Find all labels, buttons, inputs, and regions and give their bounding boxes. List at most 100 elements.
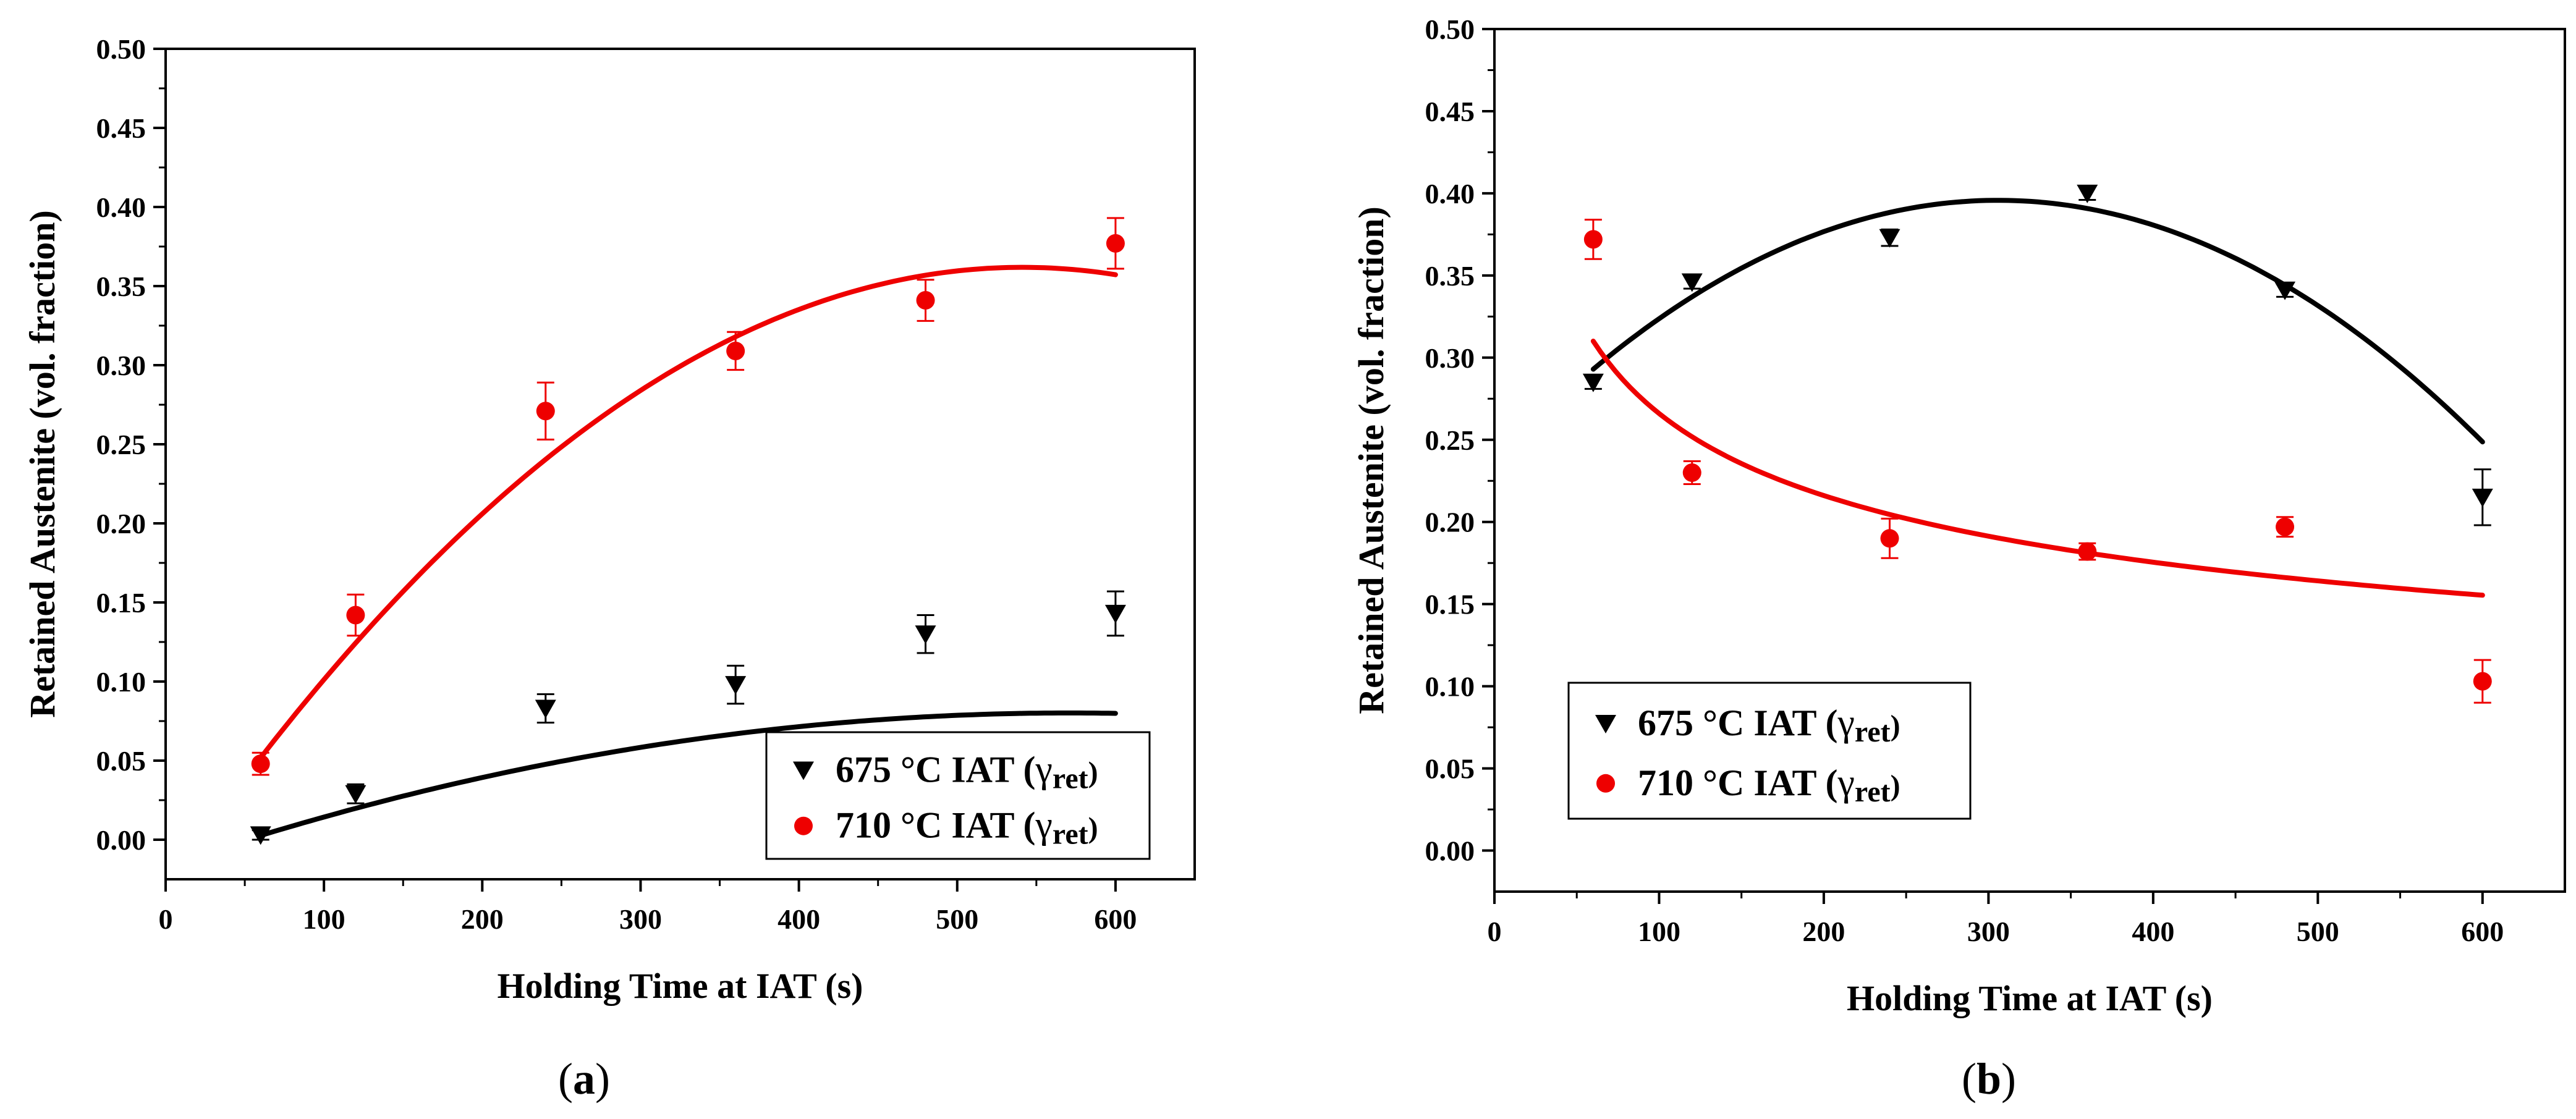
y-tick-label: 0.35 bbox=[96, 271, 146, 302]
data-point-circle bbox=[1106, 234, 1125, 253]
data-point-circle bbox=[2473, 672, 2492, 691]
y-axis-label: Retained Austenite (vol. fraction) bbox=[22, 210, 62, 718]
y-tick-label: 0.00 bbox=[1425, 835, 1475, 867]
fit-curve-series-1 bbox=[258, 710, 1118, 838]
data-point-circle bbox=[2078, 542, 2097, 561]
data-point-triangle bbox=[2472, 488, 2493, 507]
x-tick-label: 100 bbox=[1638, 916, 1680, 947]
legend: 675 °C IAT (γret) 710 °C IAT (γret) bbox=[1567, 682, 1972, 820]
legend-label-text: 710 °C IAT ( bbox=[1638, 762, 1837, 803]
x-tick-label: 500 bbox=[2297, 916, 2339, 947]
panel-caption-close: ) bbox=[2001, 1054, 2016, 1104]
data-point-triangle bbox=[250, 826, 271, 845]
y-tick-label: 0.30 bbox=[96, 350, 146, 381]
legend: 675 °C IAT (γret)710 °C IAT (γret) bbox=[765, 731, 1151, 860]
data-point-triangle bbox=[1104, 604, 1126, 623]
y-tick-label: 0.05 bbox=[96, 745, 146, 777]
y-tick-label: 0.50 bbox=[1425, 14, 1475, 45]
x-axis-label: Holding Time at IAT (s) bbox=[1847, 978, 2213, 1018]
data-point-circle bbox=[1583, 230, 1603, 249]
data-point-circle bbox=[726, 341, 745, 360]
data-point-triangle bbox=[1582, 373, 1604, 392]
y-tick-label: 0.25 bbox=[1425, 424, 1475, 456]
legend-marker-triangle bbox=[793, 761, 814, 780]
data-point-circle bbox=[1682, 463, 1701, 482]
x-tick-label: 0 bbox=[1488, 916, 1502, 947]
x-tick-label: 300 bbox=[1967, 916, 2010, 947]
legend-box bbox=[1567, 682, 1972, 820]
data-point-circle bbox=[1880, 529, 1899, 548]
legend-close-paren: ) bbox=[1891, 709, 1900, 742]
legend-gamma-symbol: γ bbox=[1035, 804, 1052, 847]
legend-subscript: ret bbox=[1053, 818, 1088, 851]
data-point-triangle bbox=[535, 699, 556, 719]
legend-gamma-symbol: γ bbox=[1837, 762, 1854, 804]
data-point-triangle bbox=[915, 625, 936, 644]
data-point-triangle bbox=[2274, 281, 2296, 300]
y-tick-label: 0.45 bbox=[96, 112, 146, 144]
legend-gamma-symbol: γ bbox=[1837, 702, 1854, 744]
y-tick-label: 0.05 bbox=[1425, 753, 1475, 785]
legend-label: 710 °C IAT (γret) bbox=[836, 804, 1098, 851]
legend-close-paren: ) bbox=[1088, 756, 1098, 789]
legend-subscript: ret bbox=[1855, 716, 1891, 748]
legend-close-paren: ) bbox=[1891, 769, 1900, 802]
y-tick-label: 0.00 bbox=[96, 824, 146, 856]
panel-caption-open: ( bbox=[558, 1054, 573, 1104]
x-tick-label: 600 bbox=[2461, 916, 2504, 947]
x-axis-label: Holding Time at IAT (s) bbox=[498, 966, 863, 1006]
data-point-circle bbox=[251, 754, 270, 774]
plot-frame bbox=[1493, 28, 2566, 893]
plot-frame bbox=[164, 48, 1196, 880]
y-tick-label: 0.20 bbox=[1425, 507, 1475, 538]
y-tick-label: 0.40 bbox=[1425, 178, 1475, 209]
x-tick-label: 400 bbox=[2132, 916, 2174, 947]
y-tick-label: 0.30 bbox=[1425, 342, 1475, 374]
chart-panel-b: 0 100 200 300 400 500 600 0.00 0.05 0.10 0.15 0.20 0… bbox=[1351, 14, 2566, 1104]
legend-gamma-symbol: γ bbox=[1035, 749, 1052, 791]
panel-caption-close: ) bbox=[595, 1054, 610, 1104]
legend-subscript: ret bbox=[1855, 775, 1891, 808]
legend-box bbox=[765, 731, 1151, 860]
x-tick-label: 300 bbox=[619, 903, 662, 935]
y-axis-label: Retained Austenite (vol. fraction) bbox=[1351, 206, 1391, 714]
x-tick-label: 200 bbox=[461, 903, 504, 935]
legend-label: 675 °C IAT (γret) bbox=[1638, 702, 1900, 748]
panel-caption-open: ( bbox=[1962, 1054, 1976, 1104]
y-tick-label: 0.40 bbox=[96, 192, 146, 223]
y-tick-label: 0.50 bbox=[96, 33, 146, 65]
data-point-circle bbox=[916, 291, 935, 310]
data-point-circle bbox=[536, 402, 555, 421]
data-point-triangle bbox=[725, 676, 747, 695]
y-tick-label: 0.25 bbox=[96, 429, 146, 460]
legend-close-paren: ) bbox=[1088, 812, 1098, 845]
data-point-triangle bbox=[345, 785, 366, 804]
y-tick-label: 0.45 bbox=[1425, 96, 1475, 127]
x-tick-label: 100 bbox=[303, 903, 345, 935]
data-point-circle bbox=[346, 606, 365, 625]
fit-curve-series-1 bbox=[1590, 198, 2485, 445]
legend-marker-circle bbox=[794, 816, 813, 835]
y-tick-label: 0.15 bbox=[96, 587, 146, 619]
panel-caption-letter: b bbox=[1976, 1054, 2001, 1104]
fit-curve-series-2 bbox=[1590, 339, 2485, 598]
legend-label-text: 710 °C IAT ( bbox=[836, 805, 1035, 846]
legend-marker-triangle bbox=[1595, 715, 1616, 733]
x-tick-label: 500 bbox=[936, 903, 978, 935]
legend-subscript: ret bbox=[1053, 762, 1088, 795]
x-tick-label: 600 bbox=[1094, 903, 1137, 935]
legend-label-text: 675 °C IAT ( bbox=[836, 750, 1035, 790]
panel-caption-letter: a bbox=[573, 1054, 595, 1104]
y-tick-label: 0.10 bbox=[1425, 671, 1475, 703]
y-tick-label: 0.10 bbox=[96, 666, 146, 698]
y-tick-label: 0.35 bbox=[1425, 260, 1475, 292]
panel-caption: (b) bbox=[1962, 1054, 2016, 1104]
panel-caption: (a) bbox=[558, 1054, 610, 1104]
fit-curve-series-2 bbox=[258, 264, 1118, 761]
x-tick-label: 400 bbox=[777, 903, 820, 935]
x-tick-label: 0 bbox=[159, 903, 173, 935]
data-point-triangle bbox=[2077, 184, 2098, 203]
y-tick-label: 0.15 bbox=[1425, 589, 1475, 620]
data-point-triangle bbox=[1681, 273, 1703, 292]
